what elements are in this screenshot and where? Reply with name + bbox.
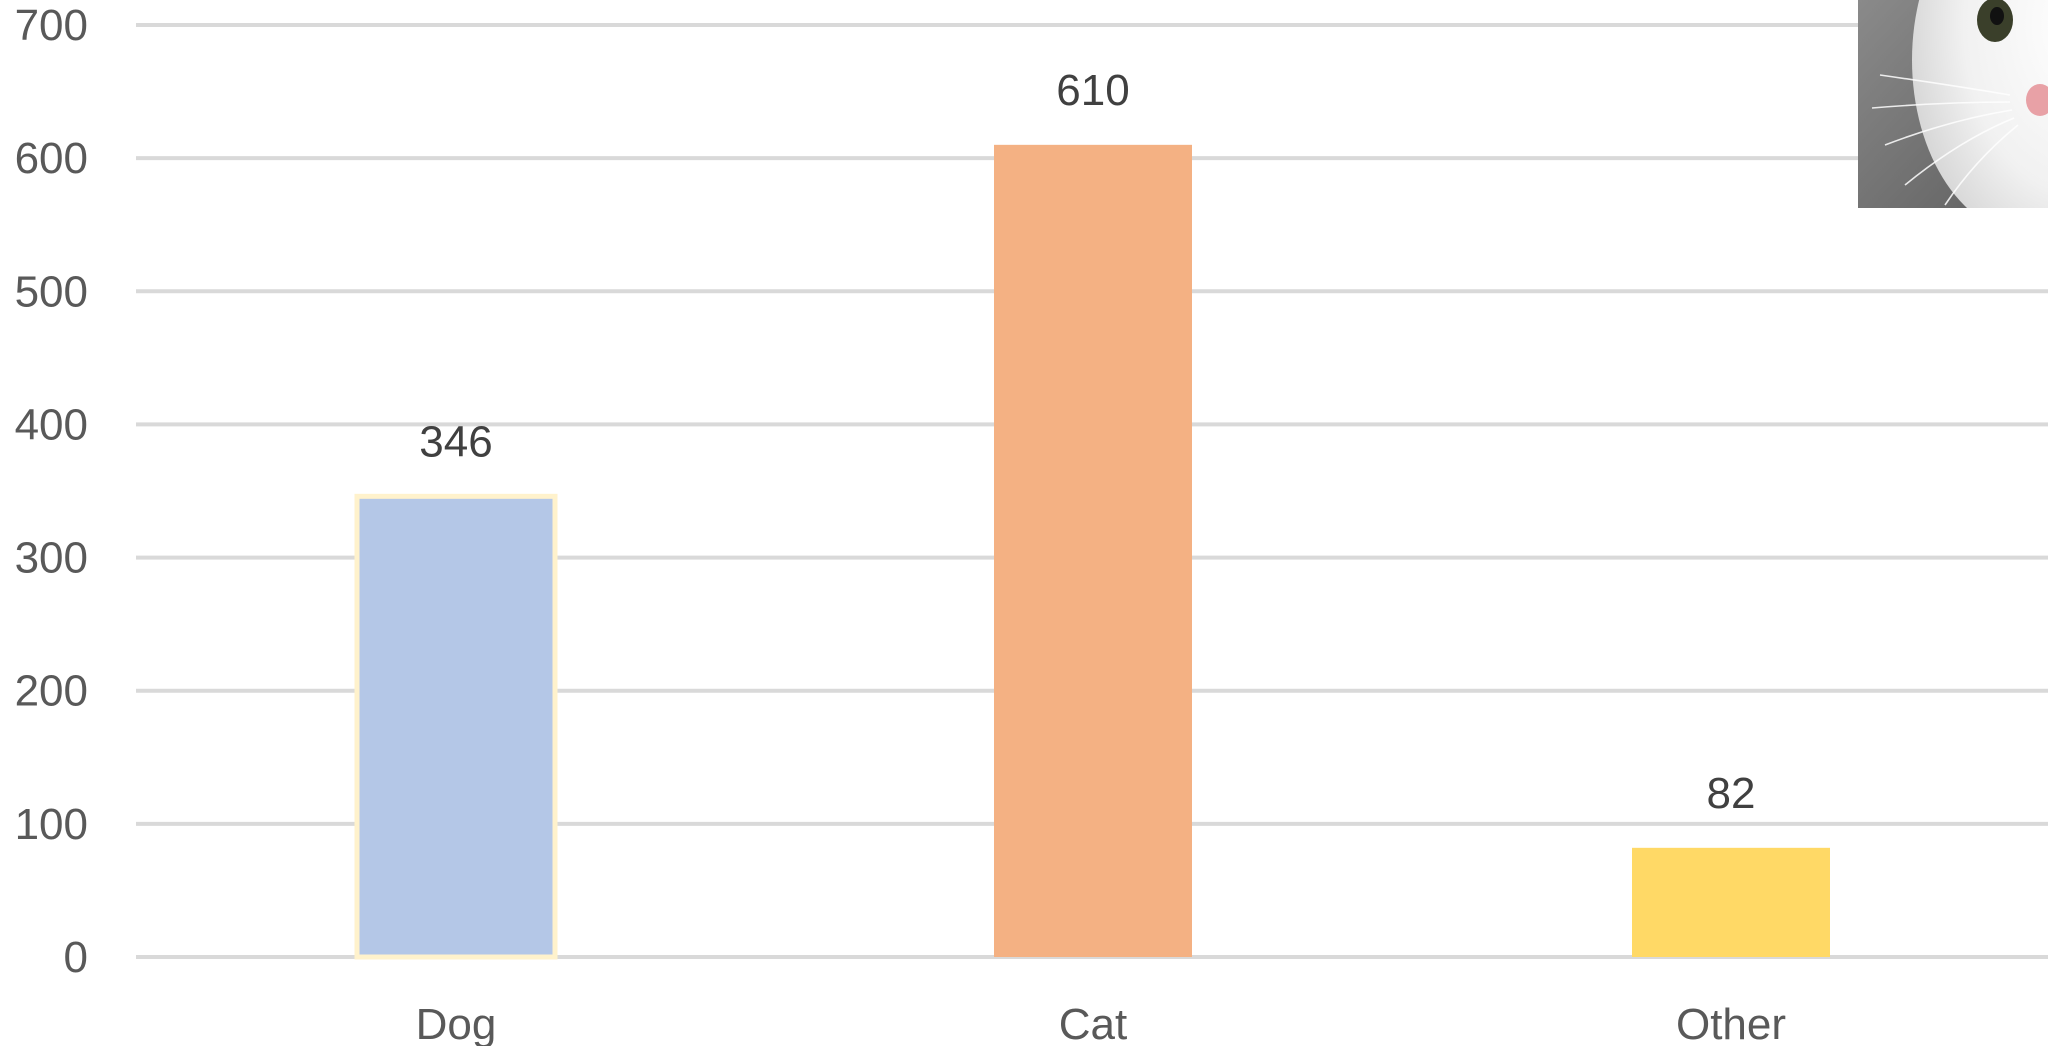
cat-photo-icon	[1858, 0, 2048, 235]
x-axis-labels: Dog Cat Other	[416, 1000, 1786, 1046]
y-tick-label: 700	[15, 1, 88, 50]
bar-dog	[357, 496, 555, 957]
category-label-cat: Cat	[1059, 1000, 1127, 1046]
bars	[357, 145, 1830, 957]
y-tick-label: 0	[64, 933, 88, 982]
y-tick-label: 400	[15, 400, 88, 449]
bar-other	[1632, 848, 1830, 957]
data-label-cat: 610	[1056, 66, 1129, 115]
y-tick-label: 600	[15, 134, 88, 183]
y-tick-label: 200	[15, 667, 88, 716]
y-tick-label: 100	[15, 800, 88, 849]
bar-cat	[994, 145, 1192, 957]
data-label-other: 82	[1707, 769, 1756, 818]
category-label-other: Other	[1676, 1000, 1786, 1046]
y-tick-label: 300	[15, 534, 88, 583]
y-tick-label: 500	[15, 267, 88, 316]
data-label-dog: 346	[419, 417, 492, 466]
y-axis-ticks: 0 100 200 300 400 500 600 700	[15, 1, 88, 982]
category-label-dog: Dog	[416, 1000, 497, 1046]
